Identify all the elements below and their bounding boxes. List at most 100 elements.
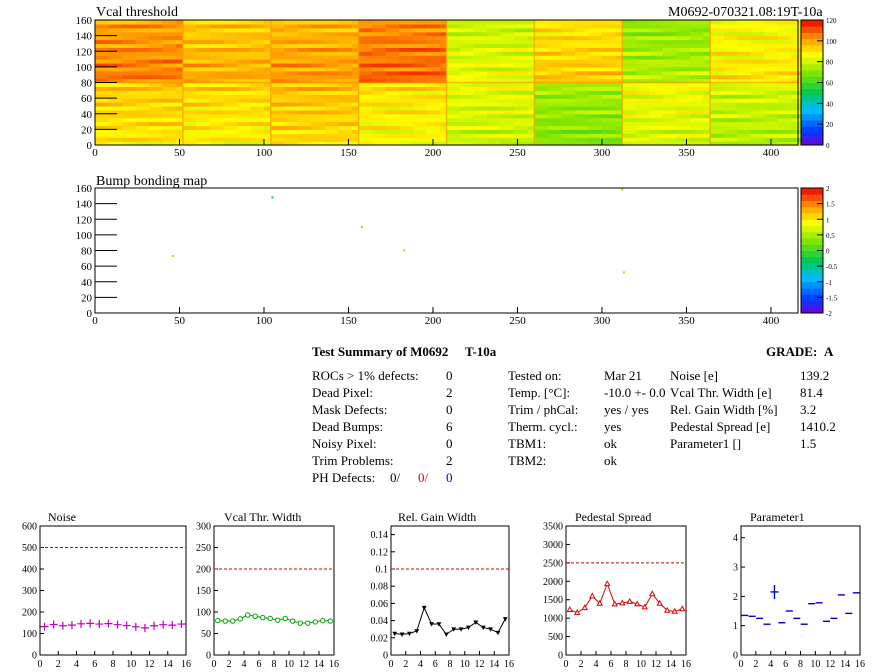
heatmap-cell — [649, 125, 664, 130]
heatmap-cell — [338, 90, 353, 95]
heatmap-cell — [385, 137, 400, 142]
heatmap-cell — [460, 31, 475, 37]
heatmap-cell — [250, 109, 265, 115]
heatmap-cell — [250, 86, 265, 91]
heatmap-cell — [372, 39, 387, 45]
heatmap-cell — [446, 109, 461, 115]
heatmap-cell — [622, 109, 637, 115]
heatmap-cell — [358, 86, 373, 91]
heatmap-cell — [547, 31, 563, 37]
heatmap-cell — [500, 125, 515, 130]
heatmap-cell — [324, 105, 339, 111]
heatmap-cell — [284, 129, 299, 134]
heatmap-cell — [723, 137, 738, 142]
heatmap-cell — [135, 82, 150, 88]
heatmap-cell — [487, 66, 502, 72]
heatmap-cell — [662, 51, 677, 56]
heatmap-cell — [236, 51, 252, 56]
heatmap-cell — [622, 62, 637, 68]
heatmap-cell — [487, 133, 502, 138]
heatmap-cell — [196, 90, 211, 95]
heatmap-cell — [236, 105, 252, 111]
heatmap-cell — [777, 31, 792, 37]
heatmap-cell — [574, 90, 590, 95]
heatmap-cell — [135, 137, 150, 142]
heatmap-cell — [338, 59, 353, 64]
heatmap-cell — [385, 90, 400, 95]
data-point — [95, 620, 104, 629]
heatmap-cell — [446, 66, 461, 72]
heatmap-cell — [223, 90, 238, 95]
heatmap-cell — [250, 113, 265, 119]
data-point — [150, 621, 159, 630]
x-tick-label: 16 — [855, 659, 865, 670]
heatmap-cell — [149, 59, 164, 64]
heatmap-cell — [270, 121, 285, 127]
heatmap-cell — [676, 62, 691, 68]
heatmap-cell — [737, 39, 752, 45]
heatmap-cell — [764, 47, 779, 52]
heatmap-cell — [297, 133, 312, 138]
heatmap-cell — [149, 121, 164, 127]
heatmap-cell — [149, 39, 164, 45]
heatmap-cell — [601, 102, 617, 107]
heatmap-cell — [358, 125, 373, 130]
heatmap-cell — [622, 47, 637, 52]
heatmap-cell — [460, 47, 475, 52]
heatmap-cell — [358, 74, 373, 80]
heatmap-cell — [372, 109, 387, 115]
heatmap-cell — [182, 47, 197, 52]
heatmap-cell — [561, 20, 576, 25]
heatmap-cell — [250, 102, 265, 107]
heatmap-cell — [95, 94, 110, 99]
heatmap-cell — [162, 133, 177, 138]
heatmap-cell — [338, 62, 353, 68]
heatmap-cell — [182, 86, 197, 91]
heatmap-cell — [649, 43, 664, 48]
heatmap-cell — [635, 66, 650, 72]
heatmap-cell — [547, 47, 563, 52]
data-point — [215, 617, 221, 624]
heatmap-cell — [561, 141, 576, 146]
heatmap-cell — [324, 102, 339, 107]
heatmap-cell — [601, 117, 617, 123]
heatmap-cell — [473, 66, 488, 72]
heatmap-cell — [250, 31, 265, 37]
heatmap-cell — [372, 23, 387, 29]
heatmap-cell — [534, 113, 549, 119]
heatmap-cell — [534, 59, 549, 64]
heatmap-cell — [777, 74, 792, 80]
heatmap-cell — [270, 113, 285, 119]
palette-tick-label: -2 — [826, 310, 832, 318]
heatmap-cell — [649, 121, 664, 127]
x-tick-label: 6 — [433, 659, 438, 670]
heatmap-cell — [446, 27, 461, 33]
heatmap-cell — [662, 137, 677, 142]
series-line — [394, 606, 506, 636]
heatmap-cell — [338, 82, 353, 88]
heatmap-cell — [649, 137, 664, 142]
heatmap-cell — [324, 86, 339, 91]
heatmap-cell — [223, 31, 238, 37]
heatmap-cell — [297, 55, 312, 60]
heatmap-cell — [338, 31, 353, 37]
heatmap-cell — [514, 102, 529, 107]
heatmap-cell — [135, 35, 150, 41]
y-tick-label: 60 — [81, 261, 93, 273]
heatmap-cell — [324, 82, 339, 88]
heatmap-cell — [601, 27, 617, 33]
palette-tick-label: 120 — [826, 17, 837, 25]
heatmap-cell — [95, 105, 110, 111]
heatmap-cell — [534, 86, 549, 91]
heatmap-cell — [662, 90, 677, 95]
x-tick-label: 6 — [257, 659, 262, 670]
heatmap-cell — [635, 125, 650, 130]
heatmap-cell — [338, 102, 353, 107]
heatmap-cell — [662, 31, 677, 37]
data-point — [392, 631, 398, 637]
heatmap-cell — [358, 113, 373, 119]
heatmap-cell — [723, 109, 738, 115]
data-point — [67, 621, 76, 630]
heatmap-cell — [149, 23, 164, 29]
heatmap-cell — [446, 141, 461, 146]
